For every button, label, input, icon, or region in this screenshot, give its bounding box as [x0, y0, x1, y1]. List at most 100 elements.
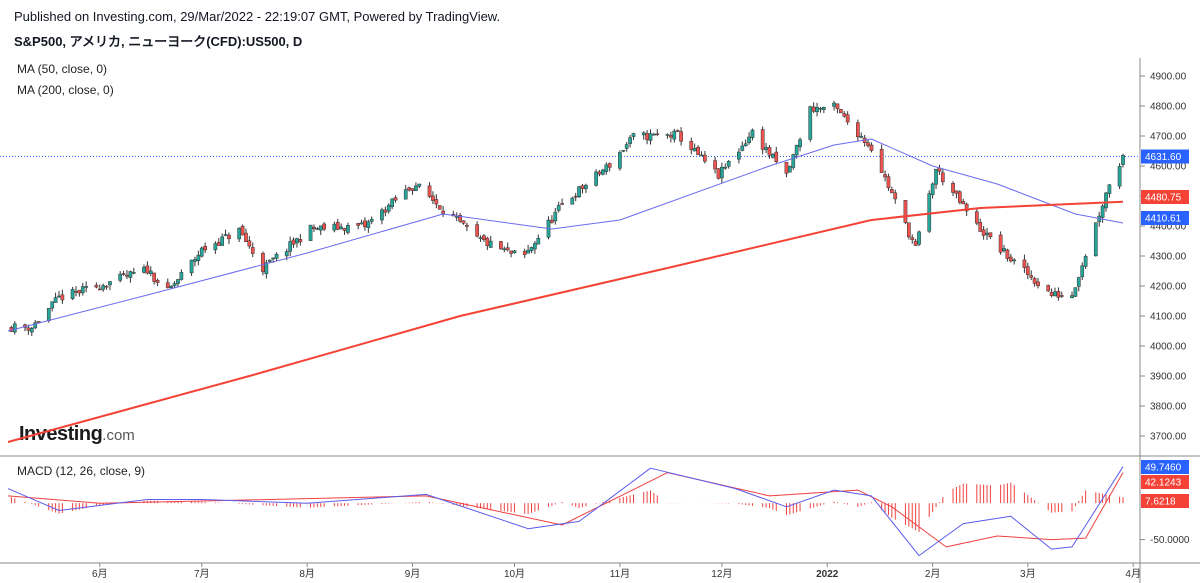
candle-body: [1036, 281, 1040, 287]
candle-body: [386, 204, 391, 212]
price-tick-label: 4700.00: [1150, 132, 1187, 143]
candle-body: [155, 279, 160, 283]
candle-body: [288, 241, 293, 252]
histogram-tag: 7.6218: [1141, 494, 1189, 508]
candle-body: [454, 216, 459, 218]
candle-body: [77, 289, 82, 294]
candles: [9, 100, 1125, 337]
candle-body: [36, 321, 41, 323]
candle-body: [1073, 287, 1078, 297]
candle-body: [94, 284, 99, 288]
candle-body: [597, 171, 602, 175]
candle-body: [631, 133, 636, 137]
candle-body: [1008, 256, 1013, 262]
candle-body: [556, 205, 561, 211]
candle-body: [699, 154, 704, 157]
candle-body: [689, 141, 694, 151]
candle-body: [128, 271, 133, 278]
candle-body: [1117, 166, 1122, 187]
price-tick-label: 4200.00: [1150, 282, 1187, 293]
candle-body: [1029, 275, 1034, 278]
candle-body: [788, 166, 792, 173]
candle-body: [822, 107, 826, 110]
candle-body: [295, 238, 299, 244]
macd-legend: MACD (12, 26, close, 9): [17, 464, 146, 478]
time-tick-label: 8月: [299, 568, 315, 580]
ma50-tag: 4410.61: [1141, 211, 1189, 225]
candle-body: [335, 221, 340, 230]
candle-body: [339, 226, 343, 230]
candle-body: [271, 257, 276, 260]
candle-body: [621, 150, 626, 152]
candle-body: [237, 227, 242, 240]
candle-body: [475, 224, 479, 237]
candle-body: [1070, 295, 1074, 298]
candle-body: [104, 285, 109, 288]
ma50-tag-bg: [1141, 211, 1189, 225]
investing-logo: Investing.com: [19, 423, 135, 446]
signal-tag-bg: [1141, 475, 1189, 489]
candle-body: [679, 131, 683, 142]
candle-body: [985, 232, 989, 235]
candle-body: [414, 185, 418, 192]
candle-body: [1080, 265, 1085, 278]
last-price-tag: 4631.60: [1141, 149, 1189, 164]
published-info: Published on Investing.com, 29/Mar/2022 …: [14, 9, 501, 24]
candle-body: [247, 240, 252, 247]
candle-body: [434, 199, 439, 205]
price-tick-label: 4600.00: [1150, 162, 1187, 173]
price-tick-label: 4300.00: [1150, 252, 1187, 263]
histogram-tag-text: 7.6218: [1145, 497, 1176, 508]
candle-body: [1059, 295, 1064, 297]
histogram-tag-bg: [1141, 494, 1189, 508]
signal-line: [7, 472, 1124, 548]
candle-body: [1121, 155, 1125, 165]
signal-tag-text: 42.1243: [1145, 478, 1182, 489]
candle-body: [322, 223, 326, 230]
candle-body: [794, 145, 799, 156]
candle-body: [199, 247, 204, 257]
candle-body: [869, 144, 874, 151]
candle-body: [652, 133, 656, 136]
candle-body: [145, 265, 150, 274]
candle-body: [832, 102, 836, 107]
candle-body: [342, 228, 347, 231]
candle-body: [886, 176, 891, 189]
candle-body: [1083, 256, 1088, 267]
candle-body: [917, 231, 921, 245]
ma200-tag: 4480.75: [1141, 190, 1189, 204]
time-tick-label: 11月: [610, 568, 630, 580]
candle-body: [771, 153, 775, 158]
candle-body: [1100, 205, 1105, 218]
candle-body: [624, 144, 629, 149]
candle-body: [223, 234, 228, 236]
macd-tag-bg: [1141, 460, 1189, 474]
candle-body: [1053, 291, 1057, 297]
candle-body: [383, 209, 388, 213]
candle-body: [675, 130, 680, 132]
candle-body: [142, 266, 146, 273]
candle-body: [108, 281, 112, 286]
candle-body: [261, 253, 265, 273]
candle-body: [522, 251, 527, 255]
candle-body: [403, 189, 408, 200]
ma50-tag-text: 4410.61: [1145, 214, 1182, 225]
candle-body: [1022, 259, 1027, 268]
time-tick-label: 12月: [711, 568, 732, 580]
candle-body: [998, 234, 1003, 253]
candle-body: [577, 186, 581, 198]
candle-body: [940, 172, 945, 183]
candle-body: [737, 151, 741, 160]
candle-body: [172, 283, 177, 287]
candle-body: [573, 195, 578, 198]
candle-body: [1056, 291, 1061, 298]
candle-body: [250, 247, 255, 254]
candle-body: [179, 272, 184, 280]
time-tick-label: 2月: [925, 568, 941, 580]
candle-body: [594, 171, 598, 186]
last-price-tag-bg: [1141, 149, 1189, 164]
candle-body: [910, 237, 915, 241]
candle-body: [526, 249, 530, 254]
candle-body: [855, 122, 860, 138]
